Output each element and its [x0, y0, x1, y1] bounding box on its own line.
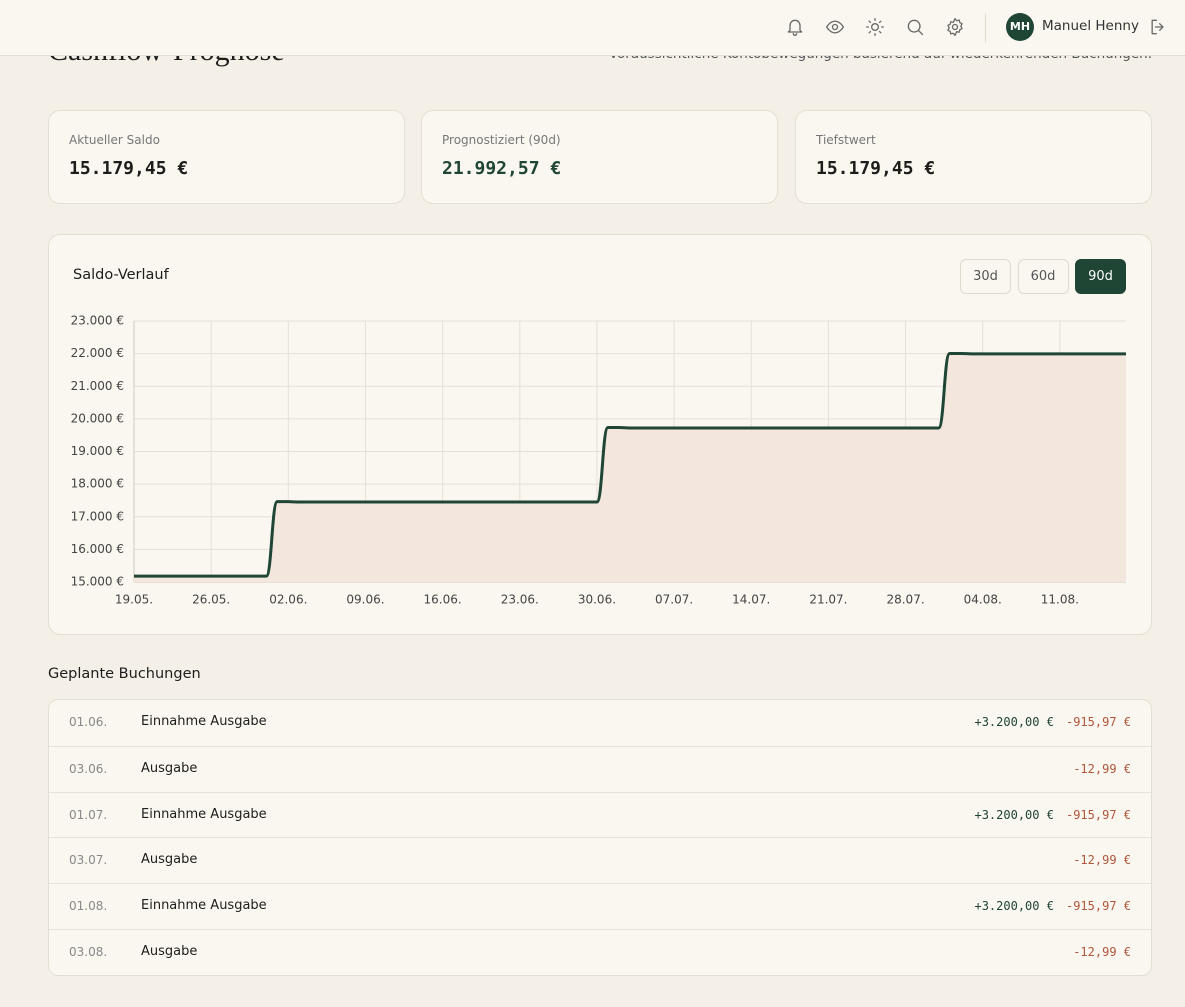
chart-title: Saldo-Verlauf	[73, 267, 169, 283]
balance-line	[133, 351, 1126, 578]
chart-card: Saldo-Verlauf 30d 60d 90d 15.000 € 16.000 €…	[48, 234, 1152, 635]
area-fill	[134, 353, 1126, 582]
y-tick-label: 21.000 €	[71, 379, 124, 393]
expense-amount: -915,97 €	[1065, 899, 1131, 914]
summary-card: Tiefstwert 15.179,45 €	[795, 110, 1152, 204]
card-label: Tiefstwert	[816, 133, 876, 147]
x-tick-label: 07.07.	[655, 593, 693, 607]
bookings-table: 01.06. Einnahme Ausgabe +3.200,00 € -915,97…	[48, 699, 1152, 976]
x-tick-label: 28.07.	[886, 593, 924, 607]
y-tick-label: 22.000 €	[71, 346, 124, 360]
booking-date: 03.08.	[69, 944, 108, 959]
booking-date: 03.06.	[69, 761, 108, 776]
y-tick-label: 19.000 €	[71, 444, 124, 458]
logout-icon[interactable]	[1148, 17, 1168, 37]
y-tick-label: 20.000 €	[71, 411, 124, 425]
booking-date: 01.07.	[69, 807, 108, 822]
card-label: Prognostiziert (90d)	[442, 133, 561, 147]
x-tick-label: 02.06.	[269, 593, 307, 607]
search-icon[interactable]	[905, 17, 925, 37]
summary-card: Prognostiziert (90d) 21.992,57 €	[421, 110, 778, 204]
x-tick-label: 23.06.	[501, 593, 539, 607]
bookings-title: Geplante Buchungen	[48, 666, 201, 682]
x-tick-label: 14.07.	[732, 593, 770, 607]
card-label: Aktueller Saldo	[69, 133, 160, 147]
booking-amounts: -12,99 €	[1073, 762, 1131, 776]
y-tick-label: 17.000 €	[71, 509, 124, 523]
theme-icon[interactable]	[865, 17, 885, 37]
booking-row: 03.06. Ausgabe -12,99 €	[49, 745, 1151, 792]
booking-row: 01.07. Einnahme Ausgabe +3.200,00 € -915,97…	[49, 791, 1151, 838]
income-amount: +3.200,00 €	[974, 715, 1054, 729]
booking-row: 01.06. Einnahme Ausgabe +3.200,00 € -915,97…	[49, 700, 1151, 746]
booking-description: Einnahme Ausgabe	[141, 714, 267, 729]
x-tick-label: 09.06.	[346, 593, 384, 607]
booking-amounts: -12,99 €	[1073, 945, 1131, 959]
booking-description: Ausgabe	[141, 943, 198, 959]
y-tick-label: 16.000 €	[71, 542, 124, 556]
expense-amount: -12,99 €	[1073, 761, 1131, 776]
booking-description: Ausgabe	[141, 852, 198, 868]
expense-amount: -915,97 €	[1065, 715, 1131, 729]
range-button[interactable]: 30d	[960, 259, 1011, 294]
y-tick-label: 15.000 €	[71, 575, 124, 589]
booking-row: 01.08. Einnahme Ausgabe +3.200,00 € -915,97…	[49, 883, 1151, 929]
card-value: 15.179,45 €	[816, 158, 936, 179]
range-button[interactable]: 60d	[1017, 259, 1069, 294]
visibility-icon[interactable]	[825, 17, 845, 37]
booking-amounts: -12,99 €	[1073, 853, 1131, 867]
x-tick-label: 21.07.	[809, 593, 847, 607]
x-tick-label: 16.06.	[424, 593, 462, 607]
chart: 15.000 € 16.000 € 17.000 € 18.000 € 19.000 €…	[71, 314, 1126, 607]
income-amount: +3.200,00 €	[974, 899, 1054, 914]
expense-amount: -12,99 €	[1073, 944, 1131, 959]
expense-amount: -12,99 €	[1073, 853, 1131, 868]
card-value: 15.179,45 €	[69, 158, 189, 179]
booking-date: 01.08.	[69, 899, 108, 914]
booking-row: 03.07. Ausgabe -12,99 €	[49, 837, 1151, 883]
y-tick-label: 18.000 €	[71, 477, 124, 491]
expense-amount: -915,97 €	[1065, 807, 1131, 822]
x-tick-label: 04.08.	[964, 593, 1002, 607]
x-tick-label: 11.08.	[1041, 593, 1079, 607]
income-amount: +3.200,00 €	[974, 807, 1054, 822]
user-name[interactable]: Manuel Henny	[1042, 18, 1139, 34]
booking-description: Ausgabe	[141, 760, 198, 776]
x-tick-label: 19.05.	[115, 593, 153, 607]
settings-icon[interactable]	[945, 17, 965, 37]
x-tick-label: 30.06.	[578, 593, 616, 607]
top-bar: MH Manuel Henny	[0, 0, 1185, 56]
x-tick-label: 26.05.	[192, 593, 230, 607]
booking-description: Einnahme Ausgabe	[141, 806, 267, 822]
booking-date: 03.07.	[69, 853, 108, 868]
range-button[interactable]: 90d	[1075, 259, 1126, 294]
booking-amounts: +3.200,00 € -915,97 €	[974, 808, 1131, 822]
y-tick-label: 23.000 €	[71, 314, 124, 328]
booking-description: Einnahme Ausgabe	[141, 898, 267, 914]
avatar[interactable]: MH	[1006, 13, 1034, 41]
divider	[985, 14, 986, 42]
card-value: 21.992,57 €	[442, 158, 562, 179]
notifications-icon[interactable]	[785, 17, 805, 37]
booking-row: 03.08. Ausgabe -12,99 €	[49, 928, 1151, 975]
booking-date: 01.06.	[69, 715, 108, 729]
booking-amounts: +3.200,00 € -915,97 €	[974, 899, 1131, 913]
booking-amounts: +3.200,00 € -915,97 €	[974, 715, 1131, 729]
summary-card: Aktueller Saldo 15.179,45 €	[48, 110, 405, 204]
